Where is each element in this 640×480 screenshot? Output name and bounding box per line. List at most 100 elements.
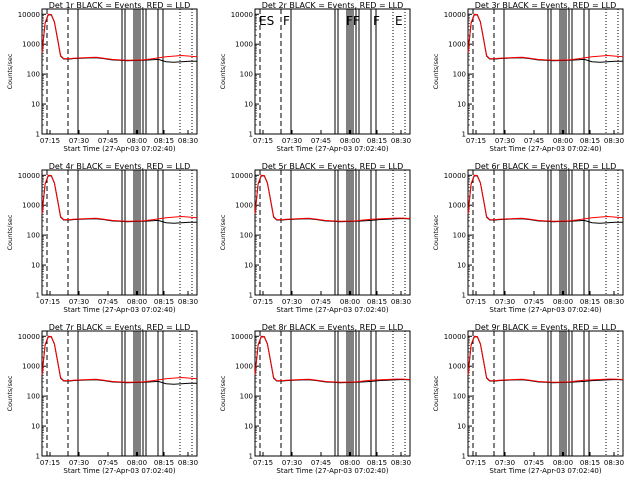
y-tick-label: 1000 [22,202,40,210]
x-tick-label: 07:30 [69,298,89,306]
y-tick-label: 1000 [448,202,466,210]
x-tick-label: 07:30 [69,137,89,145]
x-tick-label: 08:15 [367,298,387,306]
x-tick-label: 08:00 [127,298,147,306]
flare-marker-label: E [395,14,403,28]
x-tick-label: 07:45 [311,298,331,306]
chart-title: Det 5r BLACK = Events, RED = LLD [262,162,404,171]
x-tick-label: 07:30 [495,137,515,145]
y-tick-label: 1 [249,131,253,139]
series-line-events [41,336,197,385]
plot-frame [467,8,624,135]
x-axis-label: Start Time (27-Apr-03 07:02:40) [489,145,601,153]
chart-panel-4: Det 4r BLACK = Events, RED = LLD 1 10 100 10… [6,162,198,314]
x-axis-label: Start Time (27-Apr-03 07:02:40) [63,145,175,153]
y-axis-label: Counts/sec [6,214,14,250]
plot-frame [254,8,411,135]
x-tick-label: 07:15 [253,137,273,145]
chart-panel-1: Det 1r BLACK = Events, RED = LLD 1 10 100 10… [6,1,198,153]
x-tick-label: 08:30 [391,137,411,145]
series-line-lld [41,13,198,61]
y-tick-label: 100 [453,232,466,240]
chart-title: Det 2r BLACK = Events, RED = LLD [262,1,404,10]
chart-title: Det 4r BLACK = Events, RED = LLD [49,162,191,171]
chart-title: Det 9r BLACK = Events, RED = LLD [475,323,617,332]
x-tick-label: 07:15 [253,459,273,467]
chart-panel-9: Det 9r BLACK = Events, RED = LLD 1 10 100 10… [432,323,624,475]
y-tick-label: 100 [27,232,40,240]
x-tick-label: 07:45 [524,459,544,467]
x-tick-label: 08:15 [154,137,174,145]
y-tick-label: 1000 [235,363,253,371]
chart-panel-2: Det 2r BLACK = Events, RED = LLD 1 10 100 10… [219,1,411,153]
y-axis-label: Counts/sec [432,214,440,250]
y-tick-label: 1 [462,453,466,461]
y-tick-label: 10000 [18,333,40,341]
flare-marker-label: F [283,14,290,28]
x-axis-label: Start Time (27-Apr-03 07:02:40) [63,306,175,314]
x-tick-label: 08:30 [178,298,198,306]
x-tick-label: 07:45 [98,137,118,145]
x-tick-label: 08:15 [154,298,174,306]
x-tick-label: 07:45 [311,459,331,467]
plot-frame [467,169,624,296]
x-tick-label: 07:15 [40,137,60,145]
x-axis-label: Start Time (27-Apr-03 07:02:40) [276,145,388,153]
y-tick-label: 100 [27,393,40,401]
y-axis-label: Counts/sec [6,375,14,411]
x-axis-label: Start Time (27-Apr-03 07:02:40) [489,467,601,475]
x-tick-label: 08:15 [580,459,600,467]
flare-marker-label: FF [346,14,360,28]
x-tick-label: 08:30 [604,459,624,467]
y-tick-label: 100 [453,71,466,79]
x-tick-label: 07:30 [282,298,302,306]
plot-frame [41,8,198,135]
series-line-lld [41,174,198,222]
x-tick-label: 07:45 [98,298,118,306]
x-axis-label: Start Time (27-Apr-03 07:02:40) [276,467,388,475]
y-tick-label: 100 [240,393,253,401]
y-tick-label: 100 [453,393,466,401]
x-tick-label: 07:30 [282,137,302,145]
y-tick-label: 1000 [448,363,466,371]
y-tick-label: 1000 [22,41,40,49]
y-tick-label: 10 [244,423,253,431]
x-tick-label: 08:00 [553,459,573,467]
series-line-lld [41,335,198,383]
x-tick-label: 07:45 [311,137,331,145]
x-tick-label: 08:00 [127,459,147,467]
chart-title: Det 6r BLACK = Events, RED = LLD [475,162,617,171]
series-line-events [41,14,197,63]
plot-frame [467,330,624,457]
series-line-lld [467,13,624,61]
x-tick-label: 08:00 [553,137,573,145]
chart-panel-8: Det 8r BLACK = Events, RED = LLD 1 10 100 10… [219,323,411,475]
chart-title: Det 3r BLACK = Events, RED = LLD [475,1,617,10]
x-tick-label: 08:30 [178,137,198,145]
series-line-events [467,175,623,224]
x-tick-label: 07:45 [524,137,544,145]
chart-panel-5: Det 5r BLACK = Events, RED = LLD 1 10 100 10… [219,162,411,314]
y-tick-label: 10000 [444,172,466,180]
x-tick-label: 08:15 [367,459,387,467]
x-tick-label: 08:30 [391,459,411,467]
chart-panel-6: Det 6r BLACK = Events, RED = LLD 1 10 100 10… [432,162,624,314]
series-line-lld [254,335,411,383]
y-tick-label: 10 [31,101,40,109]
x-tick-label: 08:15 [367,137,387,145]
y-axis-label: Counts/sec [219,375,227,411]
y-tick-label: 1 [36,131,40,139]
series-line-events [254,175,411,223]
series-line-lld [467,335,624,383]
y-tick-label: 10 [31,262,40,270]
y-tick-label: 10000 [231,11,253,19]
y-tick-label: 10 [457,262,466,270]
x-tick-label: 08:15 [580,298,600,306]
x-tick-label: 08:00 [340,137,360,145]
y-tick-label: 1000 [448,41,466,49]
x-tick-label: 08:15 [580,137,600,145]
y-tick-label: 1000 [235,41,253,49]
x-tick-label: 08:30 [391,298,411,306]
x-tick-label: 08:15 [154,459,174,467]
